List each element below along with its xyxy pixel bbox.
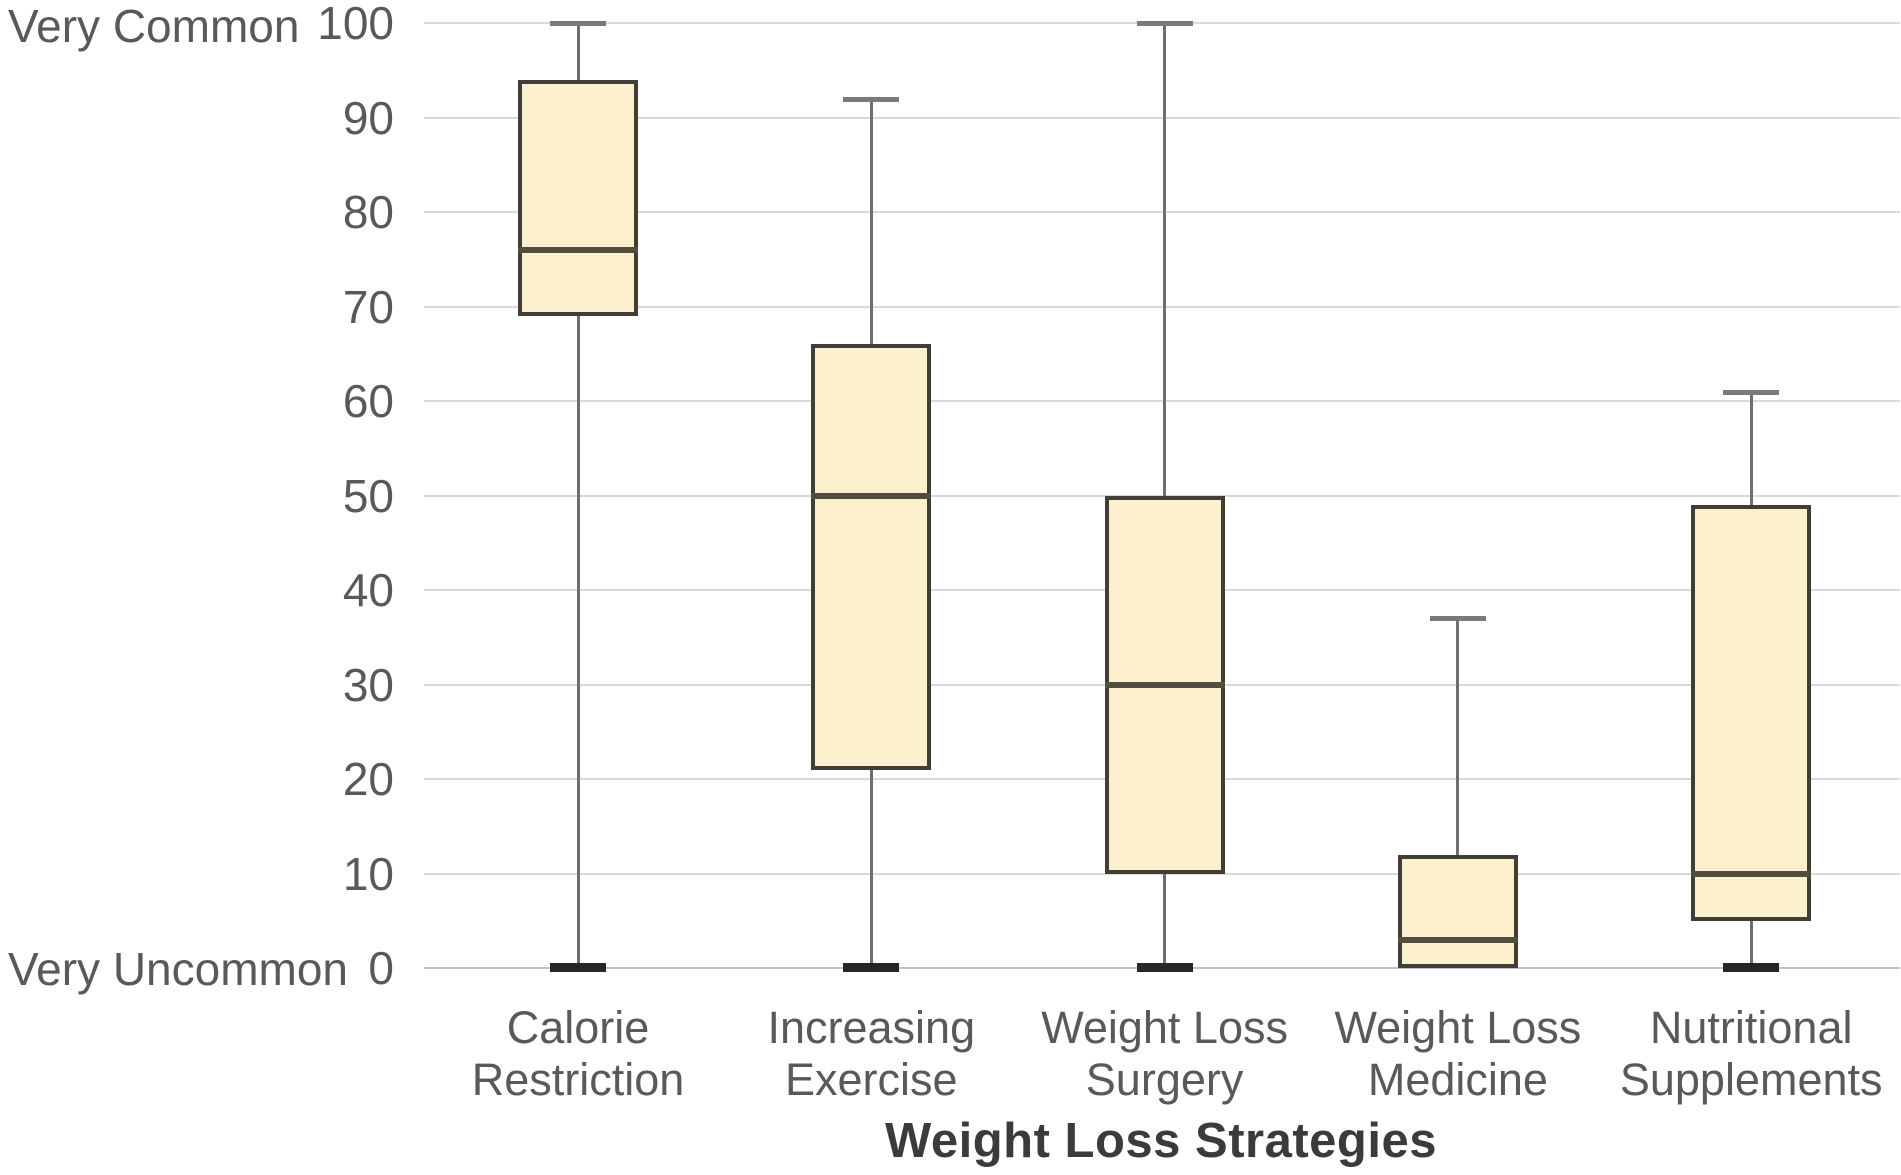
whisker-line-lower-increasing-exercise <box>869 769 873 968</box>
y-tick-label-50: 50 <box>342 469 394 522</box>
y-tick-label-60: 60 <box>342 375 394 427</box>
x-category-label-increasing-exercise: Increasing Exercise <box>767 1002 976 1105</box>
y-tick-label-30: 30 <box>342 658 394 711</box>
box-increasing-exercise <box>811 344 932 770</box>
whisker-cap-top-weight-loss-medicine <box>1429 616 1486 622</box>
median-line-weight-loss-medicine <box>1397 936 1518 943</box>
y-tick-label-100: 100 <box>317 0 394 49</box>
y-tick-label-0: 0 <box>368 942 394 994</box>
y-tick-label-70: 70 <box>342 280 394 333</box>
median-line-calorie-restriction <box>518 246 638 253</box>
y-axis-top-annotation: Very Common <box>8 0 300 52</box>
gridline-10 <box>424 872 1900 875</box>
whisker-cap-top-weight-loss-surgery <box>1136 21 1193 26</box>
whisker-cap-top-calorie-restriction <box>550 21 606 26</box>
whisker-line-lower-weight-loss-surgery <box>1163 873 1167 968</box>
y-tick-label-20: 20 <box>342 753 394 805</box>
median-line-weight-loss-surgery <box>1104 681 1225 688</box>
whisker-cap-bottom-calorie-restriction <box>550 963 606 972</box>
whisker-line-lower-calorie-restriction <box>576 315 580 968</box>
box-nutritional-supplements <box>1691 504 1812 921</box>
x-category-label-nutritional-supplements: Nutritional Supplements <box>1619 1002 1883 1105</box>
gridline-90 <box>424 116 1900 119</box>
median-line-increasing-exercise <box>811 492 932 499</box>
box-weight-loss-medicine <box>1397 854 1518 968</box>
median-line-nutritional-supplements <box>1691 870 1812 877</box>
whisker-line-upper-increasing-exercise <box>869 98 873 345</box>
whisker-cap-bottom-nutritional-supplements <box>1723 963 1780 972</box>
whisker-line-lower-nutritional-supplements <box>1749 920 1753 968</box>
gridline-70 <box>424 305 1900 308</box>
whisker-line-upper-weight-loss-surgery <box>1163 23 1167 496</box>
whisker-line-upper-calorie-restriction <box>576 23 580 80</box>
whisker-line-upper-nutritional-supplements <box>1749 391 1753 505</box>
y-tick-label-90: 90 <box>342 91 394 144</box>
box-calorie-restriction <box>518 79 638 316</box>
x-axis-title: Weight Loss Strategies <box>885 1114 1437 1168</box>
y-tick-label-40: 40 <box>342 564 394 616</box>
whisker-cap-bottom-increasing-exercise <box>843 963 900 972</box>
whisker-cap-bottom-weight-loss-surgery <box>1136 963 1193 972</box>
whisker-line-upper-weight-loss-medicine <box>1456 618 1460 855</box>
gridline-80 <box>424 211 1900 213</box>
whisker-cap-top-increasing-exercise <box>843 96 900 102</box>
y-tick-label-80: 80 <box>342 186 394 238</box>
x-category-label-weight-loss-medicine: Weight Loss Medicine <box>1334 1002 1582 1105</box>
x-category-label-calorie-restriction: Calorie Restriction <box>471 1002 685 1105</box>
gridline-60 <box>424 400 1900 402</box>
x-category-label-weight-loss-surgery: Weight Loss Surgery <box>1041 1002 1288 1105</box>
whisker-cap-top-nutritional-supplements <box>1723 389 1780 395</box>
y-tick-label-10: 10 <box>342 847 394 900</box>
y-axis-bottom-annotation: Very Uncommon <box>8 943 349 995</box>
